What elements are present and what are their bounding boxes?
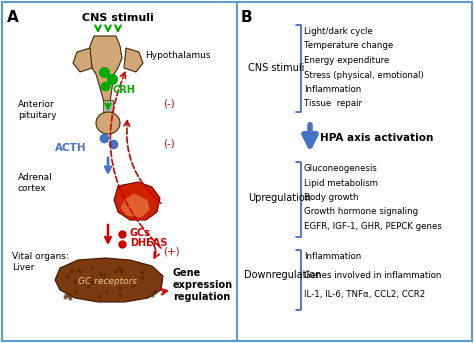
Text: A: A xyxy=(7,10,19,25)
Text: CRH: CRH xyxy=(113,85,136,95)
Text: Anterior
pituitary: Anterior pituitary xyxy=(18,100,56,120)
Text: Growth hormone signaling: Growth hormone signaling xyxy=(304,208,418,216)
Text: Gluconeogenesis: Gluconeogenesis xyxy=(304,164,378,173)
Text: (-): (-) xyxy=(163,138,175,148)
Text: Gene
expression
regulation: Gene expression regulation xyxy=(173,269,233,301)
Text: Vital organs:
Liver: Vital organs: Liver xyxy=(12,252,69,272)
Text: CNS stimuli: CNS stimuli xyxy=(82,13,154,23)
Text: EGFR, IGF-1, GHR, PEPCK genes: EGFR, IGF-1, GHR, PEPCK genes xyxy=(304,222,442,231)
Polygon shape xyxy=(88,36,122,102)
Text: Stress (physical, emotional): Stress (physical, emotional) xyxy=(304,71,424,80)
Text: Hypothalamus: Hypothalamus xyxy=(145,50,210,59)
Polygon shape xyxy=(114,182,160,220)
Text: (-): (-) xyxy=(163,98,175,108)
Text: B: B xyxy=(241,10,253,25)
FancyBboxPatch shape xyxy=(103,100,113,114)
Text: Inflammation: Inflammation xyxy=(304,85,361,94)
Text: Temperature change: Temperature change xyxy=(304,42,393,50)
Polygon shape xyxy=(124,48,143,72)
Text: Inflammation: Inflammation xyxy=(304,252,361,261)
Text: GC receptors: GC receptors xyxy=(78,277,137,286)
Text: CNS stimuli: CNS stimuli xyxy=(248,63,304,73)
Polygon shape xyxy=(73,48,92,72)
Text: DHEAS: DHEAS xyxy=(130,238,167,248)
Text: Upregulation: Upregulation xyxy=(248,193,311,203)
Text: IL-1, IL-6, TNFα, CCL2, CCR2: IL-1, IL-6, TNFα, CCL2, CCR2 xyxy=(304,290,425,299)
Text: Lipid metabolism: Lipid metabolism xyxy=(304,178,378,188)
Ellipse shape xyxy=(96,112,120,134)
Text: (+): (+) xyxy=(163,247,180,257)
Text: Light/dark cycle: Light/dark cycle xyxy=(304,27,373,36)
Text: Genes involved in inflammation: Genes involved in inflammation xyxy=(304,271,441,280)
Text: Tissue  repair: Tissue repair xyxy=(304,99,362,108)
Text: ACTH: ACTH xyxy=(55,143,87,153)
Polygon shape xyxy=(120,193,150,218)
Text: Body growth: Body growth xyxy=(304,193,358,202)
Text: Energy expenditure: Energy expenditure xyxy=(304,56,389,65)
Text: HPA axis activation: HPA axis activation xyxy=(320,133,433,143)
Polygon shape xyxy=(55,258,163,302)
Text: GCs: GCs xyxy=(130,228,151,238)
FancyBboxPatch shape xyxy=(2,2,472,341)
Text: Adrenal
cortex: Adrenal cortex xyxy=(18,173,53,193)
Text: Downregulation: Downregulation xyxy=(244,270,321,280)
